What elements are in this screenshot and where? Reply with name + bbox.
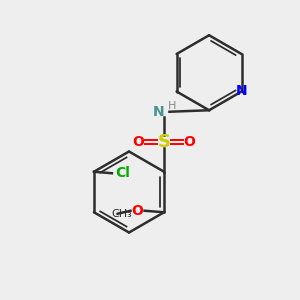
Text: CH₃: CH₃ [112, 209, 132, 219]
Text: Cl: Cl [115, 166, 130, 180]
Text: O: O [131, 204, 143, 218]
Text: O: O [133, 135, 145, 149]
Text: S: S [158, 133, 171, 151]
Text: N: N [153, 105, 164, 119]
Text: O: O [184, 135, 196, 149]
Text: N: N [236, 85, 248, 98]
Text: H: H [168, 101, 177, 111]
